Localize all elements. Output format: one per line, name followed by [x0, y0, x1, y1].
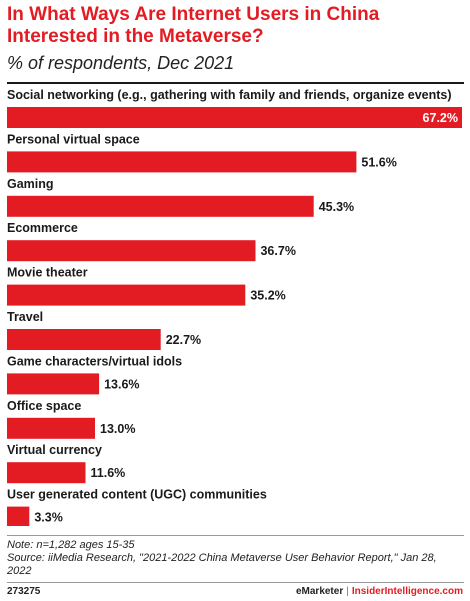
bar-chart: Social networking (e.g., gathering with … — [7, 88, 462, 526]
category-label: User generated content (UGC) communities — [7, 488, 267, 502]
brand-emarketer: eMarketer — [295, 586, 344, 597]
bar — [7, 195, 314, 217]
value-label: 51.6% — [361, 155, 396, 169]
note-text: Note: n=1,282 ages 15-35 — [7, 539, 135, 551]
category-label: Office space — [7, 399, 81, 413]
category-label: Gaming — [7, 177, 54, 191]
value-label: 35.2% — [250, 289, 285, 303]
value-label: 3.3% — [34, 511, 63, 525]
bar — [7, 373, 100, 395]
footer-divider — [7, 535, 464, 536]
bar — [7, 462, 86, 484]
category-label: Game characters/virtual idols — [7, 354, 182, 368]
brand-insider-intelligence: InsiderIntelligence.com — [351, 586, 463, 597]
bar — [7, 284, 246, 306]
category-label: Social networking (e.g., gathering with … — [7, 88, 452, 102]
footnote: Note: n=1,282 ages 15-35 Source: iiMedia… — [7, 539, 463, 578]
bar — [7, 329, 161, 350]
chart-id: 273275 — [7, 586, 41, 597]
category-label: Travel — [7, 310, 43, 324]
value-label: 45.3% — [319, 200, 354, 214]
chart-subtitle: % of respondents, Dec 2021 — [7, 53, 235, 73]
bar — [7, 417, 95, 439]
category-label: Virtual currency — [7, 443, 102, 457]
bar — [7, 240, 256, 262]
value-label: 67.2% — [423, 111, 458, 125]
chart-title: In What Ways Are Internet Users in China… — [7, 4, 380, 47]
value-label: 36.7% — [260, 244, 295, 258]
value-label: 13.6% — [104, 377, 139, 391]
source-text: Source: iiMedia Research, "2021-2022 Chi… — [7, 552, 437, 577]
value-label: 13.0% — [100, 422, 135, 436]
title-divider — [7, 82, 464, 84]
bar — [7, 107, 462, 128]
bar — [7, 506, 30, 526]
brand-separator: | — [346, 586, 349, 597]
category-label: Movie theater — [7, 266, 88, 280]
category-label: Ecommerce — [7, 221, 78, 235]
category-label: Personal virtual space — [7, 132, 140, 146]
brand-credit: eMarketer | InsiderIntelligence.com — [296, 586, 463, 597]
bar — [7, 151, 357, 173]
bottom-divider — [7, 582, 464, 583]
value-label: 22.7% — [166, 333, 201, 347]
value-label: 11.6% — [91, 466, 126, 480]
